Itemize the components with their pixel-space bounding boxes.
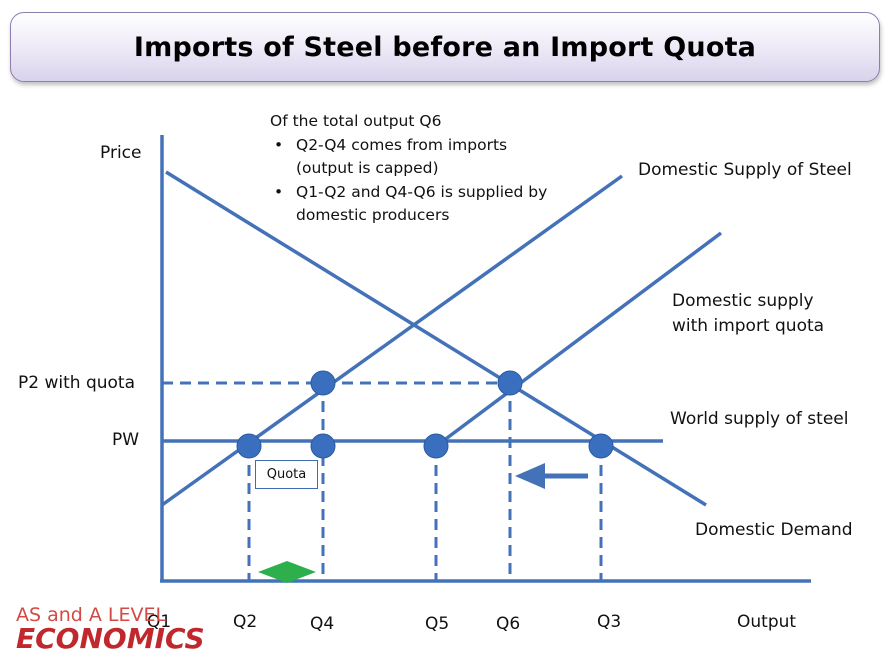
note-bullet-domestic-line2: domestic producers xyxy=(296,206,450,224)
note-bullet-list: Q2-Q4 comes from imports (output is capp… xyxy=(270,134,600,228)
domestic-supply-label: Domestic Supply of Steel xyxy=(638,160,852,180)
domestic-supply-curve xyxy=(160,174,624,507)
q3-label: Q3 xyxy=(597,612,622,632)
domestic-demand-curve xyxy=(165,170,707,507)
q4-label: Q4 xyxy=(310,614,335,634)
point-q3-pw xyxy=(588,433,614,459)
double-headed-arrow-icon xyxy=(258,561,316,583)
left-arrow-icon xyxy=(515,463,588,489)
note-bullet-imports-line2: (output is capped) xyxy=(296,159,439,177)
quota-label-box: Quota xyxy=(255,460,318,489)
logo-line1: AS and A LEVEL xyxy=(16,604,167,626)
note-bullet-imports-line1: Q2-Q4 comes from imports xyxy=(296,135,508,154)
title-banner: Imports of Steel before an Import Quota xyxy=(10,12,880,82)
explanation-note: Of the total output Q6 Q2-Q4 comes from … xyxy=(270,110,600,228)
point-q4-p2 xyxy=(310,370,336,396)
note-heading: Of the total output Q6 xyxy=(270,112,442,130)
q1-label: Q1 xyxy=(147,612,172,632)
supply-with-quota-label-line1: Domestic supply xyxy=(672,291,814,311)
point-q6-p2 xyxy=(497,370,523,396)
supply-with-quota-curve xyxy=(433,231,723,449)
world-supply-label: World supply of steel xyxy=(670,409,849,429)
q6-label: Q6 xyxy=(496,614,521,634)
quota-label: Quota xyxy=(266,467,307,482)
logo: AS and A LEVEL ECONOMICS xyxy=(16,604,205,655)
point-q4-pw xyxy=(310,433,336,459)
supply-with-quota-label-line2: with import quota xyxy=(672,316,825,336)
note-bullet-imports: Q2-Q4 comes from imports (output is capp… xyxy=(274,134,600,181)
p2-label: P2 with quota xyxy=(18,373,135,393)
q5-label: Q5 xyxy=(425,614,450,634)
q2-label: Q2 xyxy=(233,612,258,632)
logo-line2: ECONOMICS xyxy=(16,622,205,655)
page-title: Imports of Steel before an Import Quota xyxy=(133,31,757,63)
point-q5-pw xyxy=(423,433,449,459)
point-q2-pw xyxy=(236,433,262,459)
y-axis-label: Price xyxy=(100,143,142,163)
note-bullet-domestic: Q1-Q2 and Q4-Q6 is supplied by domestic … xyxy=(274,181,600,228)
note-bullet-domestic-line1: Q1-Q2 and Q4-Q6 is supplied by xyxy=(296,182,548,201)
pw-label: PW xyxy=(112,430,140,450)
x-axis-label: Output xyxy=(737,612,797,632)
domestic-demand-label: Domestic Demand xyxy=(695,520,853,540)
